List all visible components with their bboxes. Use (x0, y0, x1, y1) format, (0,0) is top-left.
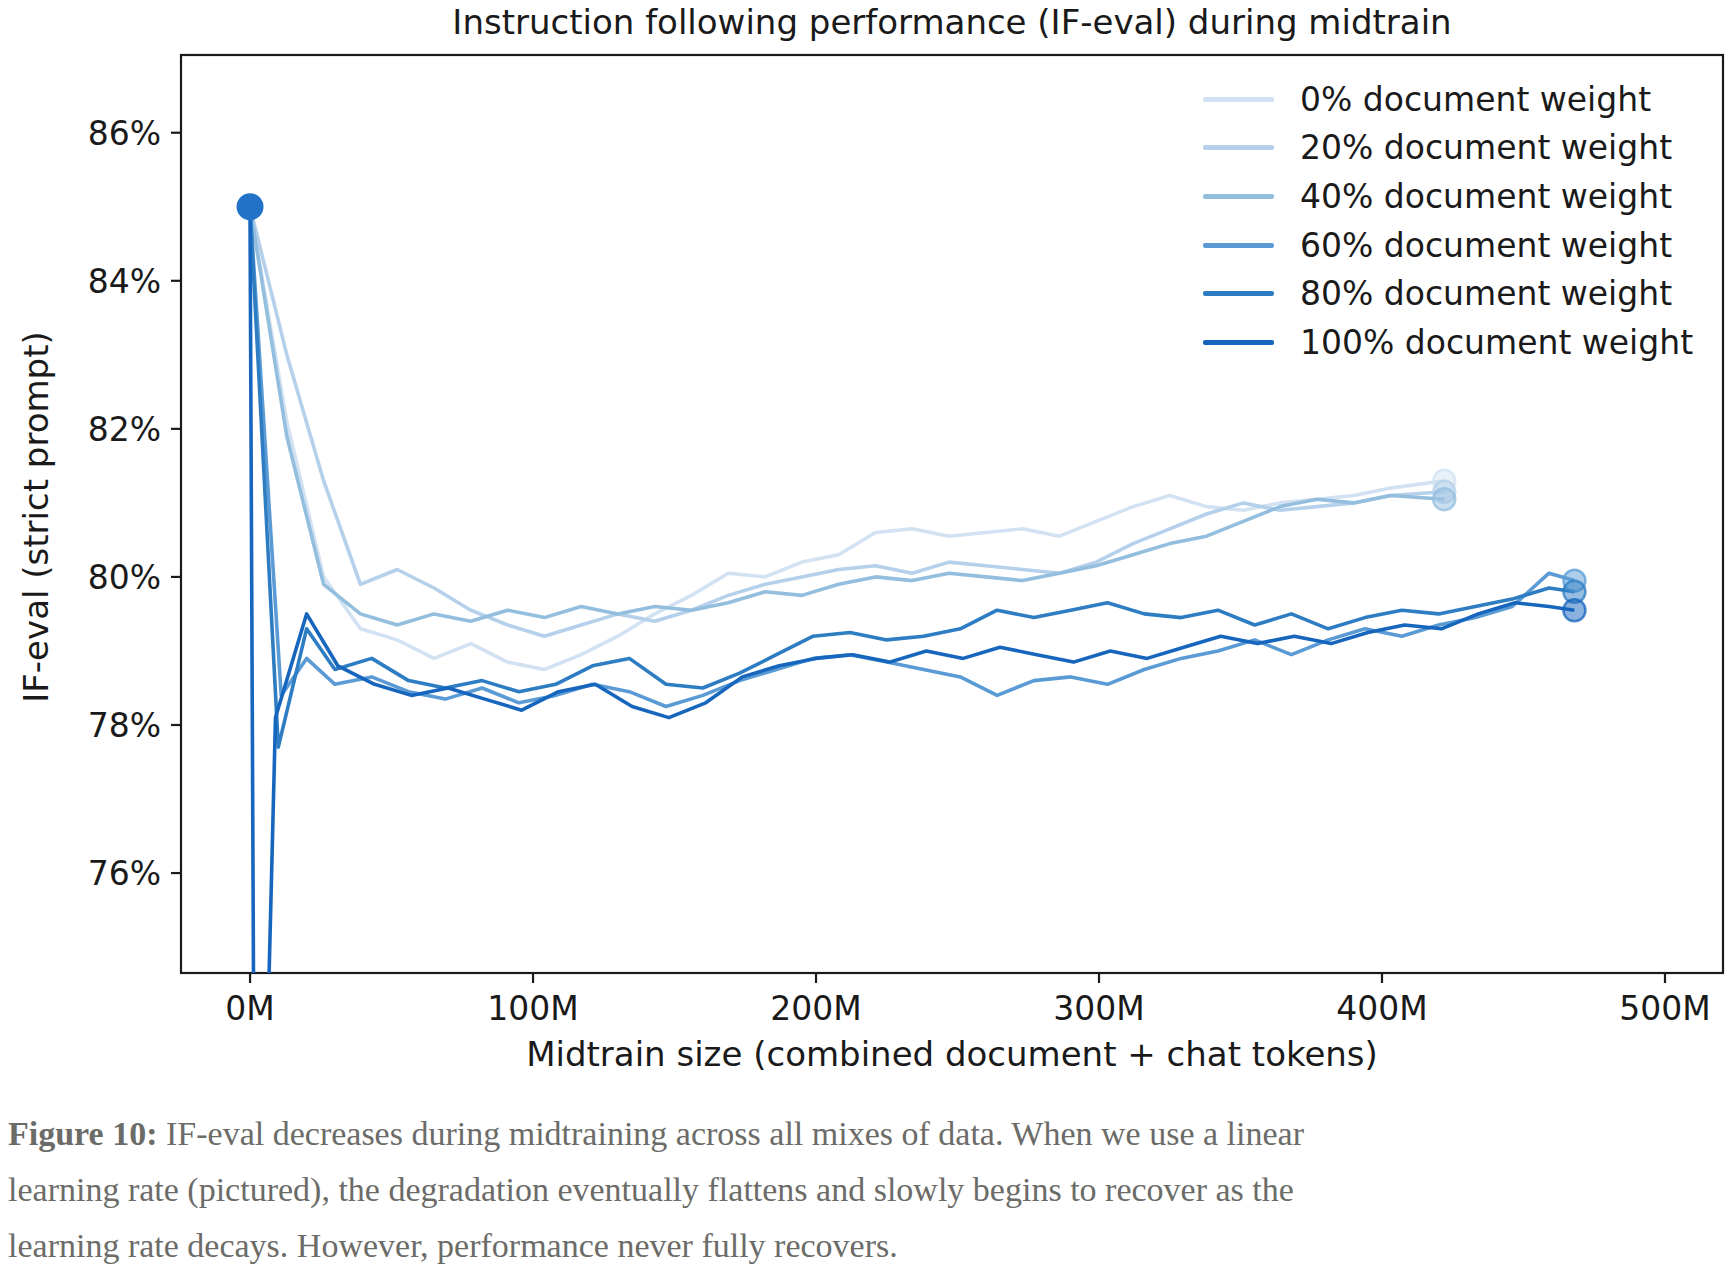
end-marker-100-document-weight (1563, 599, 1585, 621)
legend-item-40-document-weight: 40% document weight (1203, 172, 1693, 221)
x-tick-label: 0M (225, 989, 274, 1028)
legend-item-80-document-weight: 80% document weight (1203, 269, 1693, 318)
chart-title: Instruction following performance (IF-ev… (181, 2, 1723, 42)
start-marker-dot (237, 193, 264, 220)
y-tick-label: 82% (88, 410, 161, 449)
y-tick-label: 84% (88, 262, 161, 301)
legend-item-100-document-weight: 100% document weight (1203, 318, 1693, 367)
y-tick-label: 80% (88, 558, 161, 597)
x-tick-label: 400M (1336, 989, 1427, 1028)
x-tick-label: 500M (1619, 989, 1710, 1028)
caption-line-3: learning rate decays. However, performan… (8, 1218, 1568, 1274)
chart-legend: 0% document weight 20% document weight 40%… (1203, 75, 1693, 367)
figure-caption: Figure 10: IF-eval decreases during midt… (8, 1106, 1568, 1274)
y-tick-label: 76% (88, 854, 161, 893)
caption-text-1: IF-eval decreases during midtraining acr… (166, 1115, 1304, 1152)
legend-label: 40% document weight (1300, 177, 1672, 216)
legend-item-60-document-weight: 60% document weight (1203, 221, 1693, 270)
legend-line-swatch (1203, 340, 1274, 345)
legend-label: 20% document weight (1300, 128, 1672, 167)
legend-label: 80% document weight (1300, 274, 1672, 313)
line-chart: 0M 100M 200M 300M 400M 500M 86% 84% 82% 80% 78% 76%… (0, 0, 1735, 1080)
legend-item-0-document-weight: 0% document weight (1203, 75, 1693, 124)
caption-figure-label: Figure 10: (8, 1115, 158, 1152)
paper-figure-page: 0M 100M 200M 300M 400M 500M 86% 84% 82% 80% 78% 76%… (0, 0, 1735, 1279)
legend-line-swatch (1203, 145, 1274, 150)
x-tick-label: 300M (1053, 989, 1144, 1028)
legend-label: 0% document weight (1300, 80, 1651, 119)
legend-label: 100% document weight (1300, 323, 1693, 362)
caption-line-2: learning rate (pictured), the degradatio… (8, 1162, 1568, 1218)
legend-line-swatch (1203, 97, 1274, 102)
end-marker-40-document-weight (1433, 488, 1455, 510)
legend-label: 60% document weight (1300, 226, 1672, 265)
legend-line-swatch (1203, 194, 1274, 199)
caption-line-1: Figure 10: IF-eval decreases during midt… (8, 1106, 1568, 1162)
legend-item-20-document-weight: 20% document weight (1203, 124, 1693, 173)
legend-line-swatch (1203, 243, 1274, 248)
y-tick-label: 78% (88, 706, 161, 745)
legend-line-swatch (1203, 291, 1274, 296)
y-tick-label: 86% (88, 114, 161, 153)
x-axis-label: Midtrain size (combined document + chat … (181, 1034, 1723, 1074)
x-tick-label: 100M (487, 989, 578, 1028)
x-tick-label: 200M (770, 989, 861, 1028)
y-axis-label: IF-eval (strict prompt) (16, 58, 56, 976)
